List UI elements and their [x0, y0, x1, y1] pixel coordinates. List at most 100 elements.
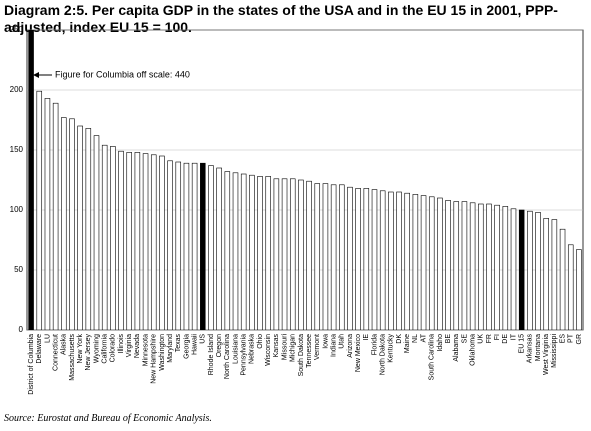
bar	[478, 203, 484, 330]
bar	[257, 176, 263, 330]
x-tick-label: PT	[568, 333, 575, 343]
bar	[281, 178, 288, 330]
x-tick-label: Pennsylvania	[241, 334, 248, 376]
bar	[510, 208, 517, 330]
bar	[110, 146, 116, 330]
bar	[330, 184, 337, 330]
annotation: Figure for Columbia off scale: 440	[55, 69, 190, 79]
x-tick-label: District of Columbia	[28, 334, 35, 395]
x-tick-label: Delaware	[36, 334, 43, 364]
x-tick-label: Iowa	[322, 334, 329, 349]
bar	[437, 197, 443, 330]
x-tick-label: BE	[445, 334, 452, 344]
x-tick-label: Utah	[339, 334, 346, 349]
x-tick-label: Kansas	[273, 334, 280, 358]
bar	[527, 210, 533, 330]
bar	[502, 206, 509, 330]
bar	[126, 152, 132, 330]
bar	[142, 153, 149, 330]
bar	[77, 125, 83, 330]
x-tick-label: Kentucky	[388, 334, 395, 363]
x-tick-label: Massachusetts	[69, 334, 76, 381]
x-tick-label: Idaho	[437, 334, 444, 352]
bar	[265, 176, 271, 330]
bar	[85, 128, 92, 330]
x-tick-label: Michigan	[290, 334, 297, 362]
y-tick-label: 250	[10, 25, 24, 34]
bar	[518, 209, 525, 330]
x-tick-label: Missouri	[281, 334, 288, 361]
x-tick-label: Florida	[371, 334, 378, 356]
x-tick-label: SE	[461, 334, 468, 344]
x-tick-label: IT	[510, 333, 517, 340]
bar	[396, 191, 402, 330]
bar	[453, 201, 460, 330]
x-tick-label: Indiana	[330, 334, 337, 357]
bar	[183, 162, 190, 330]
x-tick-label: AT	[420, 333, 427, 342]
bar	[576, 249, 582, 330]
bar	[543, 218, 549, 330]
x-tick-label: New Hampshire	[151, 334, 158, 384]
bar	[208, 165, 214, 330]
x-tick-label: North Dakota	[380, 334, 387, 375]
x-tick-label: ES	[559, 334, 566, 344]
bar	[101, 144, 108, 330]
x-tick-label: Washington	[159, 334, 166, 371]
x-tick-label: West Virginia	[543, 334, 550, 375]
bar	[347, 186, 353, 330]
bar	[469, 202, 476, 330]
bar	[216, 167, 222, 330]
bar	[44, 98, 51, 330]
y-tick-label: 50	[14, 265, 23, 274]
x-tick-label: EU 15	[519, 334, 526, 354]
bar	[551, 219, 558, 330]
x-tick-label: GR	[576, 334, 583, 345]
x-tick-label: DE	[502, 334, 509, 344]
x-tick-label: Texas	[175, 334, 182, 353]
bar	[306, 180, 312, 330]
bar	[298, 179, 304, 330]
x-tick-label: Nebraska	[249, 334, 256, 364]
bar	[175, 161, 182, 330]
bar	[159, 155, 165, 330]
x-tick-label: Nevada	[134, 334, 141, 358]
bar	[134, 152, 141, 330]
x-tick-label: New Mexico	[355, 334, 362, 372]
bar	[314, 183, 321, 330]
bar	[494, 204, 500, 330]
x-tick-label: Maine	[404, 334, 411, 353]
bar	[363, 188, 370, 330]
bar	[240, 173, 247, 330]
bar	[461, 201, 468, 330]
bar	[249, 174, 255, 330]
bar	[36, 90, 43, 330]
x-tick-label: FR	[486, 334, 493, 343]
x-tick-label: Georgia	[183, 334, 190, 359]
x-tick-label: Tennessee	[306, 334, 313, 368]
x-tick-label: IE	[363, 334, 370, 341]
bar	[371, 189, 378, 330]
bar	[28, 30, 34, 330]
bar	[420, 195, 427, 330]
bar	[52, 102, 59, 330]
x-tick-label: Oklahoma	[469, 334, 476, 366]
x-tick-label: Arkansas	[527, 334, 534, 364]
x-tick-label: Virginia	[126, 334, 133, 357]
x-tick-label: NL	[412, 334, 419, 343]
bar	[355, 188, 361, 330]
x-tick-label: Vermont	[314, 334, 321, 360]
source-note: Source: Eurostat and Bureau of Economic …	[4, 413, 212, 424]
x-tick-label: Mississippi	[551, 334, 558, 368]
bar	[379, 190, 386, 330]
x-tick-label: Illinois	[118, 334, 125, 354]
x-tick-label: North Carolina	[224, 334, 231, 379]
x-tick-label: Oregon	[216, 334, 223, 357]
x-tick-label: Wisconsin	[265, 334, 272, 366]
y-tick-label: 0	[19, 325, 24, 334]
bar	[445, 200, 451, 330]
bar	[428, 196, 435, 330]
x-tick-label: US	[200, 334, 207, 344]
